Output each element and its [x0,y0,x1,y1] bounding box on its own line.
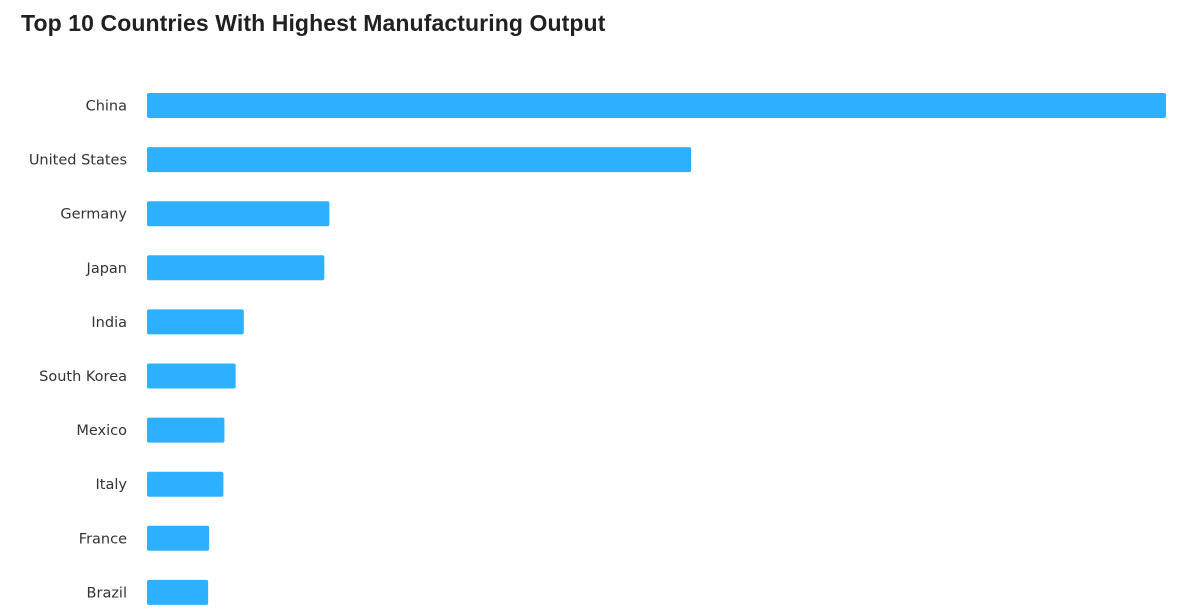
bar-italy[interactable] [147,471,224,497]
category-label-south-korea: South Korea [39,369,127,385]
bar-mexico[interactable] [147,417,225,443]
category-label-mexico: Mexico [76,423,127,439]
chart-title: Top 10 Countries With Highest Manufactur… [21,10,606,36]
category-label-france: France [79,531,127,547]
bars [147,93,1166,605]
category-label-india: India [91,315,127,331]
bar-india[interactable] [147,309,244,335]
category-label-japan: Japan [86,261,127,277]
category-label-germany: Germany [60,207,127,223]
bar-china[interactable] [147,93,1166,118]
bar-germany[interactable] [147,201,330,227]
category-label-italy: Italy [96,477,128,493]
bar-south-korea[interactable] [147,363,236,389]
bar-france[interactable] [147,525,210,551]
category-label-brazil: Brazil [87,585,127,601]
category-labels: China United States Germany Japan India South… [29,99,128,602]
bar-brazil[interactable] [147,579,209,605]
category-label-china: China [86,99,127,115]
bar-japan[interactable] [147,255,325,281]
category-label-united-states: United States [29,153,127,169]
bar-united-states[interactable] [147,147,692,173]
